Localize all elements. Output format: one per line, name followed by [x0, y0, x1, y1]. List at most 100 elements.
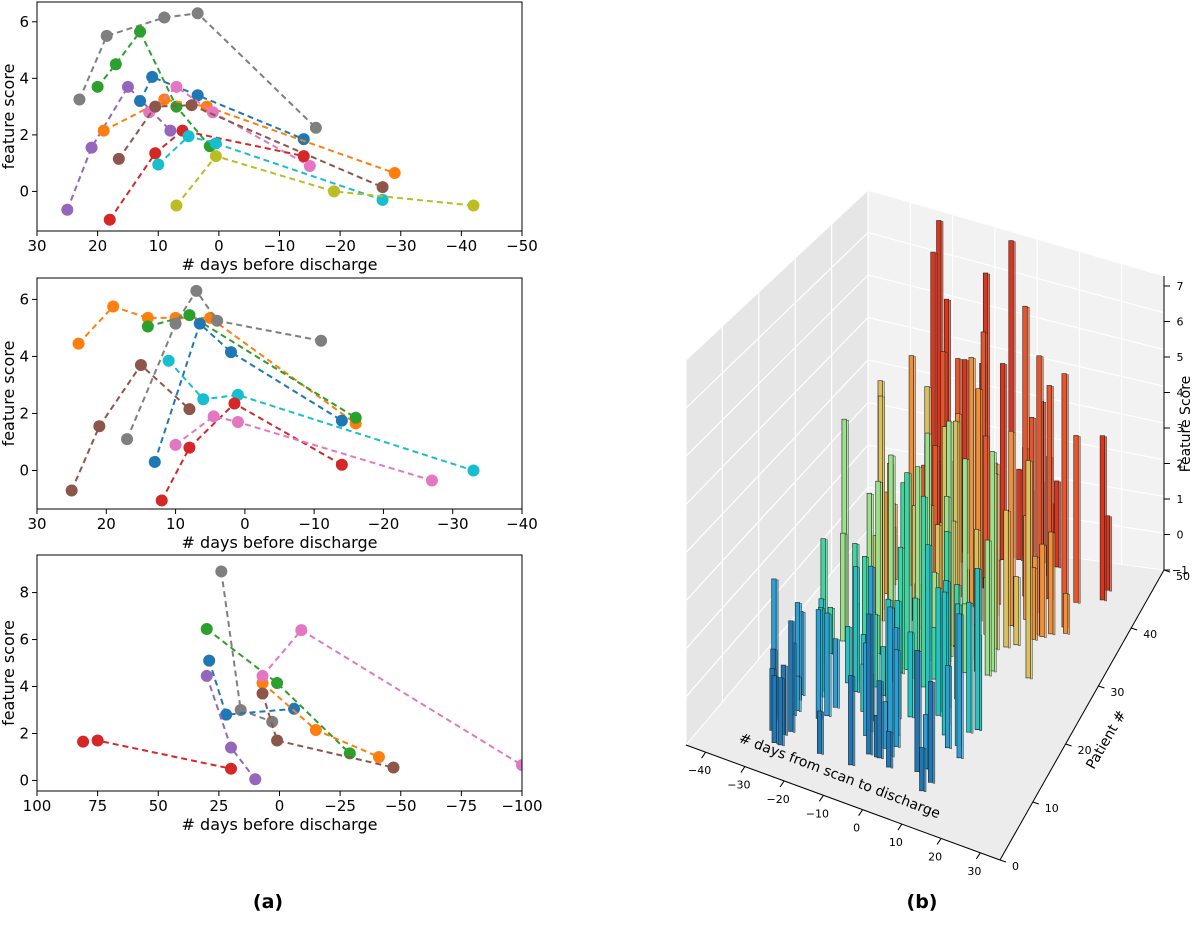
- data-point-green: [91, 80, 104, 93]
- bar-side: [782, 678, 785, 747]
- bar-side: [837, 639, 840, 709]
- y-tick-label: 30: [1110, 686, 1124, 699]
- y-tick-label: 6: [19, 13, 29, 31]
- series-line-olive: [175, 154, 474, 207]
- y-axis-label: feature score: [0, 64, 18, 170]
- bar: [788, 620, 794, 732]
- plot-frame: [36, 277, 523, 510]
- bar-side: [979, 569, 982, 731]
- x-tick-label: 20: [88, 237, 107, 255]
- x-tick-label: −10: [264, 237, 296, 255]
- bar-side: [994, 452, 997, 673]
- data-point-blue: [288, 702, 301, 715]
- y-tick: [1098, 685, 1105, 689]
- data-point-olive: [328, 185, 341, 198]
- x-axis-label: # days before discharge: [182, 815, 378, 834]
- data-point-brown: [185, 99, 198, 112]
- series-line-green: [147, 313, 357, 419]
- plot-area: [61, 7, 480, 226]
- bar-side: [902, 548, 905, 675]
- data-point-olive: [170, 199, 183, 212]
- x-tick-label: −30: [727, 779, 750, 792]
- data-point-gray: [100, 29, 113, 42]
- data-point-gray: [169, 317, 182, 330]
- data-point-purple: [225, 741, 237, 754]
- data-point-brown: [65, 484, 78, 497]
- data-point-red: [155, 494, 168, 507]
- z-tick-label: 3: [1177, 422, 1184, 435]
- bar-side: [870, 614, 874, 756]
- x-tick-label: −20: [368, 515, 400, 533]
- series-line-orange: [77, 305, 357, 425]
- x-tick-label: −25: [324, 797, 356, 815]
- data-point-red: [228, 397, 241, 410]
- bar-side: [1058, 481, 1062, 569]
- series-line-blue: [153, 321, 343, 463]
- series-line-gray: [126, 289, 322, 440]
- data-point-blue: [191, 89, 204, 102]
- x-tick: [740, 766, 746, 773]
- y-tick-label: 4: [19, 678, 29, 696]
- bar-side: [802, 612, 806, 696]
- series-line-brown: [70, 363, 191, 491]
- bar-side: [881, 681, 884, 760]
- y-tick-label: 4: [19, 69, 29, 87]
- x-tick: [936, 838, 942, 845]
- z-tick-label: 4: [1177, 387, 1184, 400]
- bar-side: [792, 621, 796, 733]
- data-point-cyan: [152, 158, 165, 171]
- y-tick-label: 8: [19, 584, 29, 602]
- bar: [1013, 576, 1019, 646]
- grid-line: [685, 189, 869, 361]
- z-tick-label: 1: [1177, 493, 1184, 506]
- x-tick-label: −75: [446, 797, 478, 815]
- x-tick-label: −10: [298, 515, 330, 533]
- bar: [1016, 468, 1022, 560]
- y-tick-label: 2: [19, 724, 29, 742]
- bar: [968, 357, 974, 607]
- z-tick-label: 7: [1177, 280, 1184, 293]
- y-tick-label: 40: [1143, 628, 1157, 641]
- z-tick-label: −1: [1172, 564, 1188, 577]
- x-tick-label: −100: [501, 797, 542, 815]
- grid-line: [867, 359, 1165, 424]
- data-point-red: [183, 441, 196, 454]
- y-tick-label: 0: [1012, 860, 1019, 873]
- panel-a-middle-chart: 30 20 10 0 −10 −20 −30 −40 0 2 4 6 # days before dis…: [0, 277, 538, 552]
- bar-side: [828, 613, 832, 717]
- y-tick: [1032, 801, 1039, 805]
- bar-side: [1043, 402, 1046, 563]
- bar: [1039, 543, 1045, 637]
- y-tick-label: 6: [19, 290, 29, 308]
- y-tick: [1131, 627, 1138, 631]
- data-point-purple: [61, 203, 74, 216]
- bar-side: [1035, 568, 1038, 641]
- x-tick: [701, 751, 707, 759]
- data-point-cyan: [467, 464, 480, 477]
- data-point-blue: [335, 414, 348, 427]
- y-axis-line: [999, 569, 1165, 861]
- data-point-purple: [164, 124, 177, 137]
- data-point-cyan: [182, 130, 195, 143]
- x-tick-label: 20: [97, 515, 116, 533]
- y-tick-label: 2: [19, 126, 29, 144]
- bar-side: [892, 607, 895, 758]
- data-point-red: [297, 150, 310, 163]
- grid-line: [685, 359, 869, 553]
- grid-line: [867, 231, 1165, 314]
- series-line-blue: [208, 660, 295, 716]
- x-tick-label: 10: [149, 237, 168, 255]
- x-tick: [818, 795, 824, 802]
- bar-side: [1052, 532, 1056, 636]
- series-line-green: [96, 29, 211, 147]
- bar-side: [950, 421, 954, 657]
- bar: [815, 609, 821, 719]
- grid-line: [867, 444, 1165, 498]
- y-tick-label: 2: [19, 404, 29, 422]
- data-point-brown: [271, 734, 284, 747]
- x-tick-label: −30: [385, 237, 417, 255]
- data-point-pink: [170, 80, 183, 93]
- data-point-pink: [295, 624, 308, 637]
